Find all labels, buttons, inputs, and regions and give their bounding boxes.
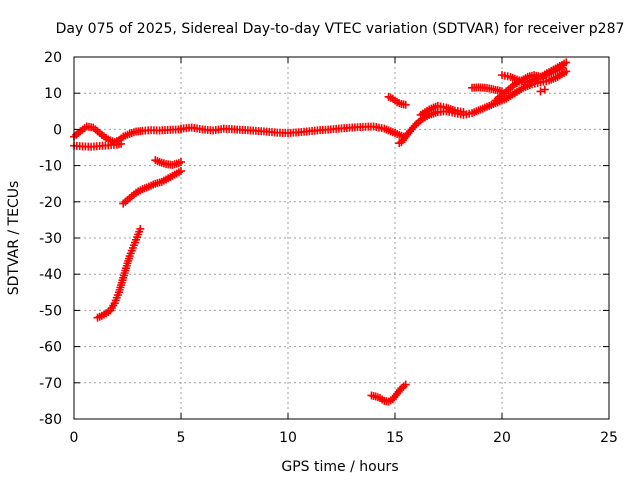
data-point	[177, 167, 185, 176]
data-point	[557, 63, 566, 72]
y-tick-label: 0	[53, 122, 62, 138]
data-points	[70, 58, 571, 406]
data-point	[536, 87, 545, 96]
chart-title: Day 075 of 2025, Sidereal Day-to-day VTE…	[56, 21, 625, 37]
y-tick-label: 10	[44, 86, 62, 102]
data-point	[395, 386, 404, 395]
data-point	[540, 85, 549, 94]
data-point	[117, 139, 126, 148]
data-point	[562, 67, 571, 76]
x-tick-label: 20	[493, 430, 511, 446]
data-point	[395, 139, 404, 148]
y-tick-label: -30	[39, 231, 62, 247]
x-axis-label: GPS time / hours	[281, 459, 398, 475]
y-tick-label: -10	[39, 159, 62, 175]
data-point	[401, 100, 410, 109]
x-tick-label: 0	[70, 430, 79, 446]
y-tick-label: -50	[39, 303, 62, 319]
y-tick-label: -40	[39, 267, 62, 283]
y-tick-label: -80	[39, 412, 62, 428]
y-tick-label: -60	[39, 340, 62, 356]
data-point	[410, 121, 419, 130]
x-tick-label: 5	[177, 430, 186, 446]
data-point	[459, 108, 468, 117]
data-point	[177, 157, 185, 166]
y-tick-label: 20	[44, 50, 62, 66]
y-axis-label: SDTVAR / TECUs	[6, 181, 22, 296]
y-tick-label: -20	[39, 195, 62, 211]
data-point	[562, 58, 571, 67]
x-tick-label: 25	[600, 430, 618, 446]
data-point	[401, 380, 410, 389]
x-tick-label: 15	[386, 430, 404, 446]
x-tick-label: 10	[279, 430, 297, 446]
y-tick-label: -70	[39, 376, 62, 392]
ticks: 0 5 10 15 20 25 -80 -70 -60 -50 -40 -30 -20 -10 0 10 20	[39, 50, 618, 446]
data-point	[136, 224, 145, 233]
